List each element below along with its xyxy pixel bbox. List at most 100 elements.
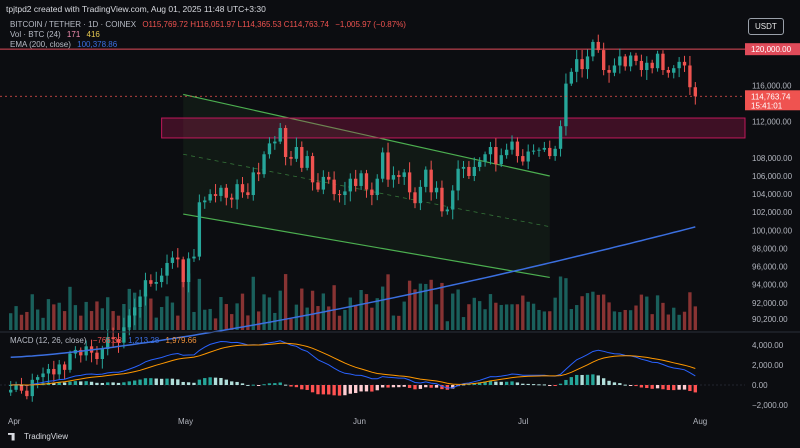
macd-histogram-bar xyxy=(483,381,487,385)
candle-body xyxy=(256,172,261,175)
candle-body xyxy=(488,147,493,155)
candle-body xyxy=(203,200,207,203)
macd-histogram-bar xyxy=(580,374,584,385)
candle-body xyxy=(601,50,606,71)
macd-histogram-bar xyxy=(327,385,331,395)
volume-bar xyxy=(526,301,530,330)
volume-bar xyxy=(607,302,611,330)
macd-histogram-bar xyxy=(639,385,644,388)
candle-body xyxy=(639,60,644,71)
volume-bar xyxy=(407,280,412,330)
y-tick-label: 102,000.00 xyxy=(752,208,793,217)
volume-bar xyxy=(235,303,239,330)
volume-bar xyxy=(111,311,115,330)
tradingview-logo-icon xyxy=(8,432,15,441)
macd-histogram-bar xyxy=(305,385,309,390)
volume-bar xyxy=(246,315,250,330)
macd-histogram-bar xyxy=(213,377,218,385)
volume-bar xyxy=(337,315,342,330)
macd-histogram-bar xyxy=(278,382,282,385)
volume-bar xyxy=(208,308,212,330)
macd-histogram-bar xyxy=(402,385,406,387)
last-price-tag xyxy=(745,90,800,111)
macd-histogram-bar xyxy=(354,385,358,394)
volume-bar xyxy=(650,314,654,330)
macd-histogram-bar xyxy=(672,385,676,391)
y-tick-label: 90,200.00 xyxy=(752,315,788,324)
macd-histogram-bar xyxy=(537,384,541,386)
candle-body xyxy=(548,147,552,157)
macd-histogram-bar xyxy=(445,385,450,390)
candle-body xyxy=(235,184,239,200)
macd-histogram-bar xyxy=(682,385,687,390)
macd-y-tick-label: −2,000.00 xyxy=(752,401,788,410)
candle-body xyxy=(445,209,450,212)
candle-body xyxy=(375,178,379,196)
macd-histogram-bar xyxy=(585,374,590,385)
macd-histogram-bar xyxy=(693,385,697,393)
volume-bar xyxy=(176,315,180,330)
channel-lower-line xyxy=(183,213,550,279)
candle-body xyxy=(14,385,18,390)
y-tick-label: 92,000.00 xyxy=(752,299,788,308)
volume-bar xyxy=(116,315,121,330)
macd-histogram-bar xyxy=(68,381,72,385)
candle-body xyxy=(494,147,498,165)
candle-body xyxy=(688,65,692,88)
candle-body xyxy=(424,169,428,187)
macd-histogram-bar xyxy=(256,385,261,386)
signal-line xyxy=(10,342,696,386)
macd-histogram-bar xyxy=(628,385,633,386)
macd-histogram-bar xyxy=(359,385,363,392)
volume-bar xyxy=(154,317,158,330)
candle-body xyxy=(585,56,590,70)
currency-button[interactable]: USDT xyxy=(748,18,784,35)
volume-bar xyxy=(478,301,482,330)
macd-y-tick-label: 4,000.00 xyxy=(752,341,784,350)
candle-body xyxy=(240,184,245,193)
candle-body xyxy=(267,143,272,155)
candle-body xyxy=(672,68,676,73)
macd-histogram-bar xyxy=(143,378,148,385)
candle-body xyxy=(154,281,158,284)
candle-body xyxy=(434,187,439,193)
macd-histogram-bar xyxy=(510,381,514,385)
macd-histogram-bar xyxy=(650,385,654,389)
volume-bar xyxy=(283,274,288,330)
volume-info: Vol · BTC (24) 171 416 xyxy=(10,30,104,39)
volume-bar xyxy=(375,298,379,330)
volume-bar xyxy=(230,314,234,330)
macd-histogram-bar xyxy=(688,385,692,392)
y-tick-label: 98,000.00 xyxy=(752,244,788,253)
volume-bar xyxy=(645,296,649,330)
candle-body xyxy=(515,141,520,157)
macd-histogram-bar xyxy=(197,379,202,385)
candle-body xyxy=(230,197,234,200)
candle-body xyxy=(208,194,212,201)
macd-histogram-bar xyxy=(224,379,228,385)
candle-body xyxy=(451,190,455,210)
macd-histogram-bar xyxy=(230,381,234,385)
ema-200-line xyxy=(10,226,696,358)
macd-histogram-bar xyxy=(149,378,153,385)
macd-histogram-bar xyxy=(623,384,627,386)
candle-body xyxy=(661,53,665,71)
macd-histogram-bar xyxy=(472,383,476,385)
macd-value-b: 1,213.28 xyxy=(128,336,160,345)
volume-bar xyxy=(688,292,692,330)
volume-bar xyxy=(46,299,51,330)
volume-bar xyxy=(564,278,568,330)
macd-histogram-bar xyxy=(321,385,326,395)
volume-bar xyxy=(35,309,40,330)
macd-histogram-bar xyxy=(300,385,304,390)
branding-label: TradingView xyxy=(24,432,69,441)
volume-bar xyxy=(499,304,503,330)
price-change: −1,005.97 (−0.87%) xyxy=(335,20,406,29)
volume-bar xyxy=(213,318,218,330)
volume-bar xyxy=(197,278,202,330)
candle-body xyxy=(68,353,72,370)
macd-histogram-bar xyxy=(607,380,611,385)
volume-bar xyxy=(472,297,476,330)
volume-bar xyxy=(30,294,34,330)
